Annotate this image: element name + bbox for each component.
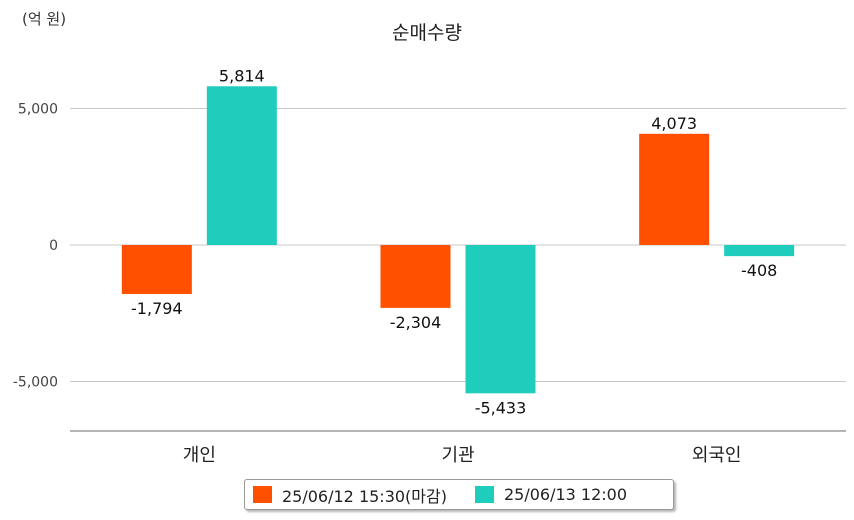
legend-swatch-series-2 [474,486,494,503]
bar [639,133,710,245]
x-tick-label: 외국인 [692,445,742,466]
legend-label-series-1: 25/06/12 15:30(마감) [282,486,447,506]
x-tick-label: 기관 [441,445,474,466]
legend-swatch-series-1 [253,486,272,503]
legend-label-series-2: 25/06/13 12:00 [503,485,628,504]
data-label: -2,304 [390,313,442,332]
data-label: -1,794 [131,299,183,318]
unit-label: (억 원) [22,10,67,28]
value-labels: -1,794 5,814 -2,304 -5,433 4,073 -408 [131,66,777,417]
bars [121,86,795,394]
data-label: 5,814 [219,66,265,85]
legend-item-series-1[interactable]: 25/06/12 15:30(마감) [253,483,447,507]
data-label: -5,433 [475,398,527,417]
bar [206,86,277,245]
x-tick-label: 개인 [183,445,216,466]
bar [724,245,795,257]
axes: 5,000 0 -5,000 개인 기관 외국인 [13,102,846,466]
legend-item-series-2[interactable]: 25/06/13 12:00 [474,485,628,504]
y-tick-label: -5,000 [13,375,58,391]
data-label: 4,073 [651,114,697,133]
bar [465,245,536,394]
gridlines [70,108,846,382]
y-tick-label: 5,000 [18,102,58,118]
legend: 25/06/12 15:30(마감) 25/06/13 12:00 [244,479,674,510]
y-tick-label: 0 [49,238,58,254]
bar [380,245,451,308]
chart-title: 순매수량 [392,22,462,44]
bar [121,245,192,294]
data-label: -408 [741,261,777,280]
